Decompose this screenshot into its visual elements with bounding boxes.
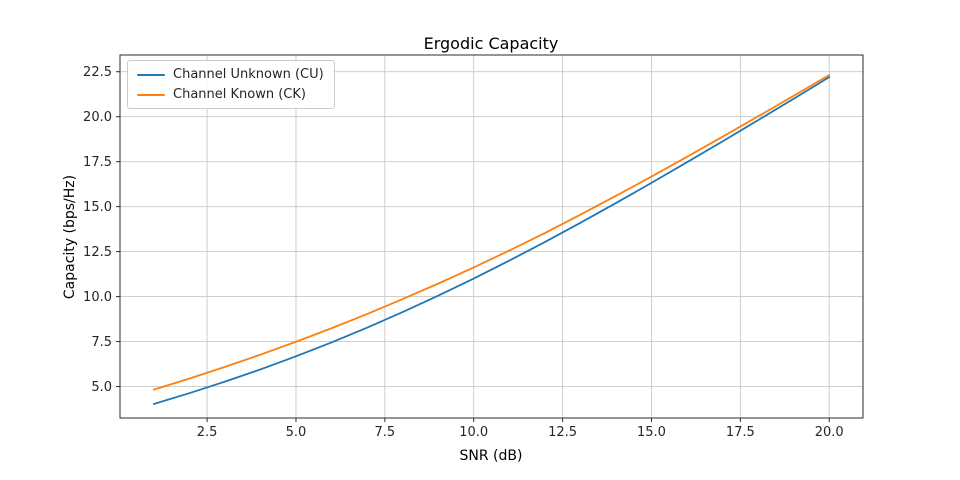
cu-line-swatch	[137, 73, 165, 76]
x-tick-label: 7.5	[375, 425, 396, 440]
y-tick-label: 22.5	[83, 65, 112, 80]
x-tick-label: 2.5	[197, 425, 218, 440]
legend-label-cu: Channel Unknown (CU)	[173, 67, 324, 82]
chart-title: Ergodic Capacity	[424, 34, 559, 53]
y-tick-label: 5.0	[91, 380, 112, 395]
x-tick-label: 5.0	[286, 425, 307, 440]
y-tick-label: 12.5	[83, 245, 112, 260]
legend-item-cu: Channel Unknown (CU)	[137, 67, 324, 82]
x-tick-label: 17.5	[726, 425, 755, 440]
legend-label-ck: Channel Known (CK)	[173, 87, 306, 102]
axes-frame	[119, 54, 864, 419]
legend: Channel Unknown (CU) Channel Known (CK)	[127, 60, 335, 109]
x-tick-label: 12.5	[548, 425, 577, 440]
x-tick-label: 20.0	[815, 425, 844, 440]
ck-line-swatch	[137, 93, 165, 96]
series-layer	[152, 74, 831, 405]
y-axis-label: Capacity (bps/Hz)	[62, 175, 78, 299]
x-tick-label: 15.0	[637, 425, 666, 440]
y-tick-label: 15.0	[83, 200, 112, 215]
series-line-1	[152, 74, 831, 391]
y-tick-label: 10.0	[83, 290, 112, 305]
x-axis-label: SNR (dB)	[460, 448, 523, 464]
tick-layer: 2.5 5.0 7.5 10.0 12.5 15.0 17.5 20.0 5.0 7.5 10.0 1…	[83, 65, 844, 440]
y-tick-label: 17.5	[83, 155, 112, 170]
series-line-0	[152, 76, 831, 405]
y-tick-label: 20.0	[83, 110, 112, 125]
y-tick-label: 7.5	[91, 335, 112, 350]
legend-item-ck: Channel Known (CK)	[137, 87, 324, 102]
x-tick-label: 10.0	[459, 425, 488, 440]
grid-layer	[120, 55, 863, 418]
